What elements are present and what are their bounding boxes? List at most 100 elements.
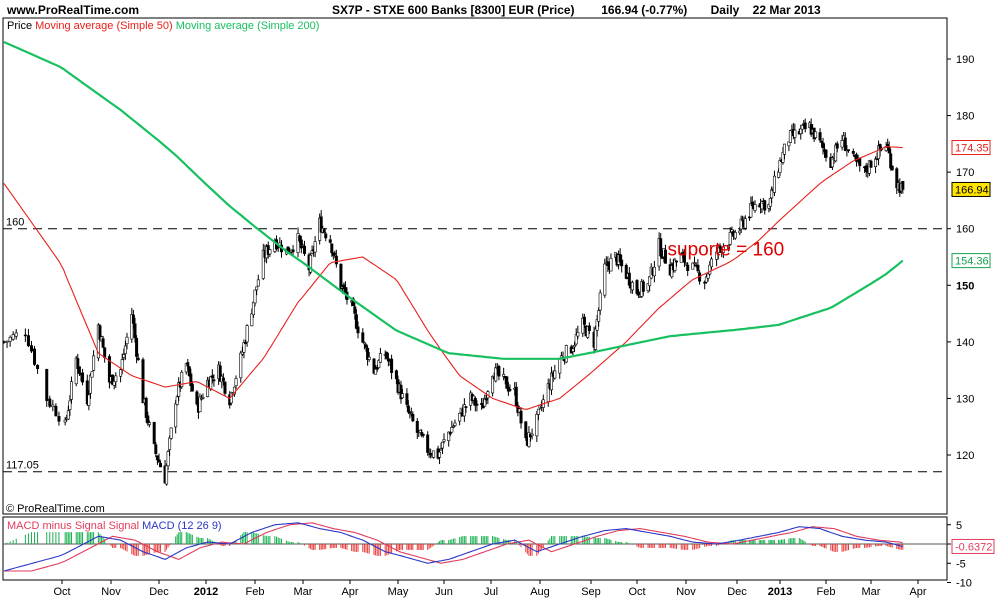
candle-body [659,238,663,257]
candle-body [144,397,148,418]
candle-body [464,406,468,408]
ytick-label-170: 170 [956,167,974,179]
hline-label-0: 160 [6,217,24,229]
xtick-label-5: Mar [294,586,313,598]
candle-body [250,313,254,327]
candle-body [475,403,479,406]
candle-body [494,367,498,382]
candle-body [166,451,170,467]
xtick-label-3: 2012 [194,586,218,598]
candle-body [692,262,696,265]
candle-body [709,258,713,268]
value-box-0 [951,140,991,156]
candle-body [253,289,257,304]
candle-body [119,369,123,377]
macd-ytick-label--5: -5 [956,558,966,570]
signal-line [4,522,903,572]
candle-body [133,323,137,339]
candle-body [558,358,562,374]
candle-body [453,422,457,426]
candle-body [218,365,222,382]
candle-body [354,314,358,329]
candle-body [88,374,92,394]
xtick-label-16: Feb [817,586,836,598]
legend-price: Price [7,20,33,32]
candle-body [442,439,446,442]
candle-body [718,245,722,249]
xtick-label-17: Mar [862,586,881,598]
candle-body [14,332,18,337]
candle-body [630,281,634,291]
macd-line [3,522,903,572]
candle-body [887,146,891,154]
candle-body [726,245,730,249]
candle-body [122,354,126,358]
candle-body [598,292,602,311]
candle-body [684,262,688,265]
candle-body [682,251,686,263]
candle-body [367,356,371,360]
candle-body [198,396,202,413]
candle-body [582,316,586,325]
candle-body [206,379,210,397]
candle-body [33,348,37,365]
candle-body [573,345,577,348]
price-legend: Price Moving average (Simple 50) Moving … [7,20,319,32]
candle-body [782,143,786,155]
ytick-label-190: 190 [956,54,974,66]
candle-body [800,125,804,130]
candle-body [753,204,757,211]
candle-body [209,376,213,390]
ytick-label-120: 120 [956,450,974,462]
candle-body [508,389,512,391]
candle-body [103,347,107,358]
xtick-label-15: 2013 [768,586,792,598]
candle-body [29,345,33,352]
candle-body [635,280,639,294]
candle-body [447,431,451,441]
xtick-label-18: Apr [909,586,926,598]
ytick-label-140: 140 [956,337,974,349]
candle-body [66,410,70,420]
candle-body [377,360,381,368]
candle-body [772,175,776,193]
candle-body [221,377,225,382]
candle-body [858,157,862,167]
candle-body [239,352,243,379]
candle-body [174,403,178,428]
candle-body [739,218,743,230]
candle-body [45,369,49,401]
candle-body [212,379,216,382]
macd-panel-frame [2,516,948,581]
instrument-title: SX7P - STXE 600 Banks [8300] EUR (Price) [332,3,575,17]
candle-body [441,441,445,449]
candle-body [51,404,55,408]
candle-body [609,257,613,272]
candle-body [157,459,161,463]
candle-body [255,286,259,291]
candle-body [90,371,94,378]
candle-body [23,334,27,337]
candle-body [750,201,754,206]
candle-body [803,122,807,130]
candle-body [242,342,246,353]
candle-body [448,432,452,435]
candle-body [400,393,404,399]
candle-body [546,383,550,402]
candle-body [303,245,307,254]
candle-body [390,358,394,373]
candle-body [141,359,145,404]
candle-body [675,260,679,263]
macd-legend: MACD minus Signal Signal MACD (12 26 9) [7,520,222,532]
xtick-label-13: Nov [676,586,696,598]
candle-body [843,137,847,151]
candle-body [131,314,135,324]
ytick-label-180: 180 [956,111,974,123]
candle-body [564,345,568,363]
candle-body [491,376,495,394]
candle-body [597,310,601,322]
candle-body [63,419,67,423]
candle-body [624,264,628,279]
site-name: www.ProRealTime.com [7,3,140,17]
candle-body [96,324,100,359]
